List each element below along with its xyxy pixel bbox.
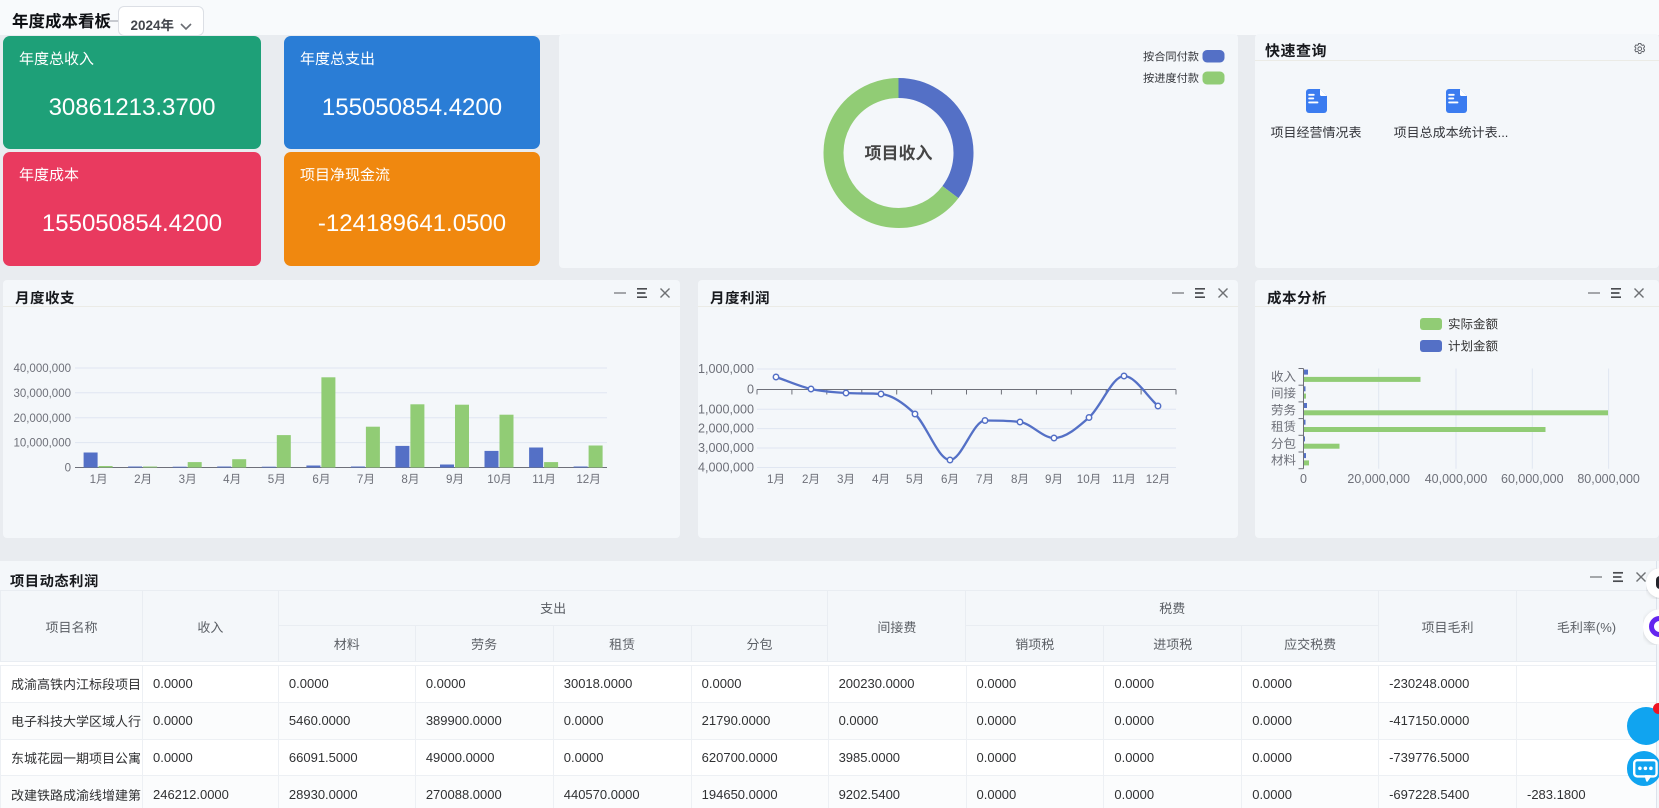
svg-text:收入: 收入	[1271, 370, 1297, 384]
svg-text:租赁: 租赁	[1271, 420, 1296, 434]
svg-text:实际金额: 实际金额	[1448, 318, 1499, 332]
svg-text:5月: 5月	[268, 473, 286, 486]
svg-text:2月: 2月	[802, 473, 820, 486]
svg-text:1,000,000: 1,000,000	[698, 362, 754, 376]
svg-text:3月: 3月	[179, 473, 197, 486]
svg-text:30,000,000: 30,000,000	[13, 388, 71, 400]
svg-text:3月: 3月	[837, 473, 855, 486]
svg-text:5月: 5月	[906, 473, 924, 486]
svg-text:80,000,000: 80,000,000	[1577, 472, 1640, 486]
svg-text:0: 0	[1300, 472, 1307, 486]
svg-text:8月: 8月	[1011, 473, 1029, 486]
svg-text:间接: 间接	[1271, 387, 1297, 401]
svg-text:4月: 4月	[223, 473, 241, 486]
svg-text:6月: 6月	[941, 473, 959, 486]
svg-text:10,000,000: 10,000,000	[13, 438, 71, 450]
svg-text:9月: 9月	[446, 473, 464, 486]
svg-text:劳务: 劳务	[1271, 403, 1297, 417]
svg-text:材料: 材料	[1271, 454, 1297, 468]
svg-text:-3,000,000: -3,000,000	[698, 441, 754, 455]
svg-text:10月: 10月	[1077, 473, 1102, 486]
svg-text:-4,000,000: -4,000,000	[698, 461, 754, 475]
svg-text:-1,000,000: -1,000,000	[698, 402, 754, 416]
svg-text:10月: 10月	[487, 473, 512, 486]
svg-text:12月: 12月	[576, 473, 601, 486]
svg-text:12月: 12月	[1146, 473, 1171, 486]
svg-text:项目收入: 项目收入	[865, 144, 933, 163]
svg-text:20,000,000: 20,000,000	[13, 413, 71, 425]
svg-text:11月: 11月	[1112, 473, 1136, 486]
svg-text:0: 0	[65, 463, 71, 475]
svg-text:8月: 8月	[401, 473, 419, 486]
svg-text:20,000,000: 20,000,000	[1347, 472, 1410, 486]
svg-text:计划金额: 计划金额	[1448, 340, 1499, 354]
svg-text:分包: 分包	[1271, 437, 1297, 451]
svg-text:4月: 4月	[872, 473, 890, 486]
svg-text:11月: 11月	[532, 473, 556, 486]
svg-text:6月: 6月	[312, 473, 330, 486]
svg-text:1月: 1月	[90, 473, 108, 486]
svg-text:按合同付款: 按合同付款	[1143, 51, 1199, 64]
svg-text:9月: 9月	[1045, 473, 1063, 486]
svg-text:1月: 1月	[767, 473, 785, 486]
svg-text:60,000,000: 60,000,000	[1501, 472, 1564, 486]
svg-text:-2,000,000: -2,000,000	[698, 422, 754, 436]
svg-text:7月: 7月	[976, 473, 994, 486]
svg-text:7月: 7月	[357, 473, 375, 486]
svg-text:0: 0	[747, 383, 754, 397]
svg-text:40,000,000: 40,000,000	[13, 363, 71, 375]
svg-text:2月: 2月	[134, 473, 152, 486]
svg-text:按进度付款: 按进度付款	[1143, 72, 1199, 85]
svg-text:40,000,000: 40,000,000	[1425, 472, 1488, 486]
